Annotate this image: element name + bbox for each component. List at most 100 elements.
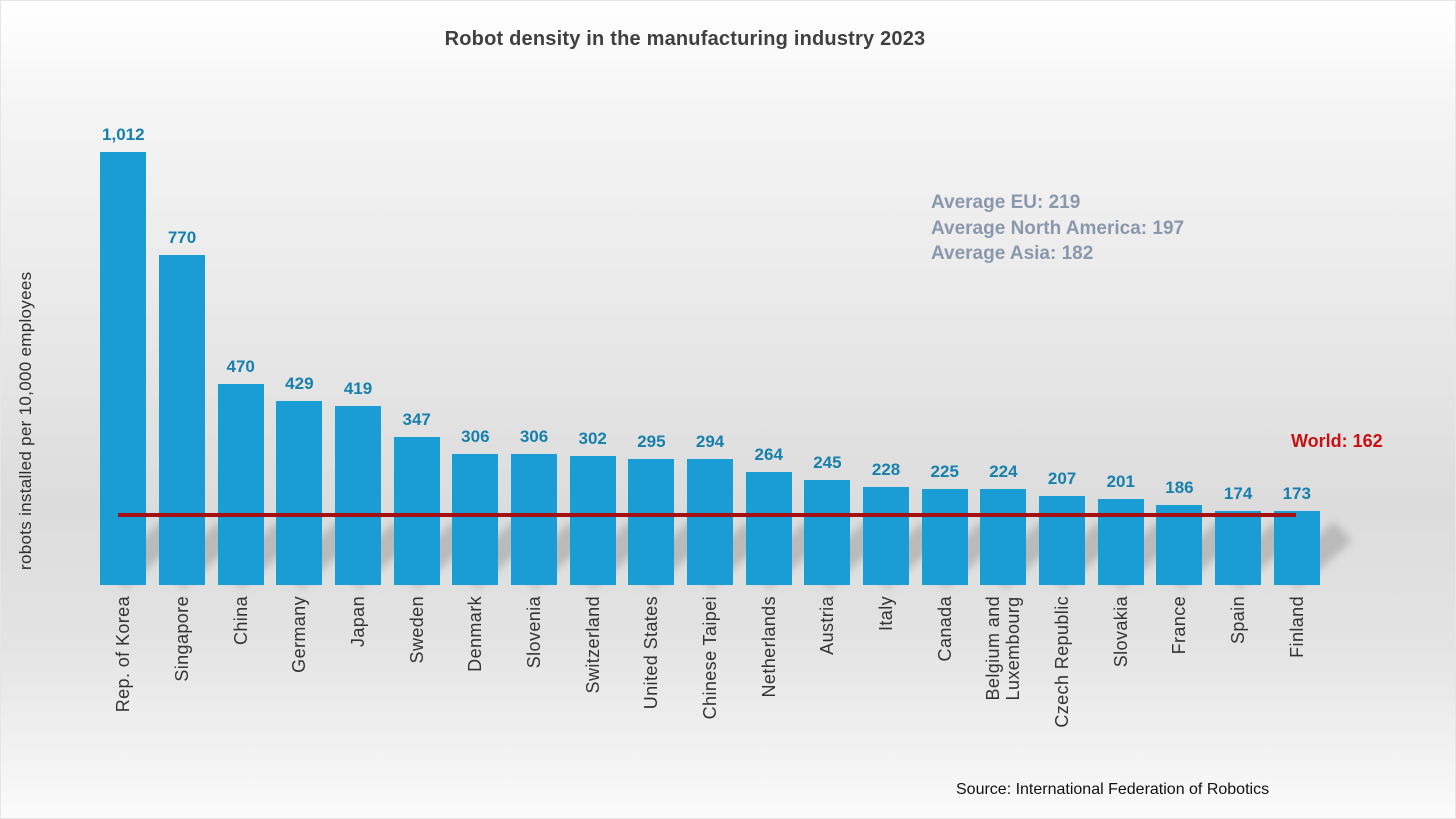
category-label-france: France <box>1169 596 1190 655</box>
category-label-cell-finland: Finland <box>1267 596 1326 781</box>
bar-china <box>217 383 264 585</box>
category-label-cell-chinese-taipei: Chinese Taipei <box>681 596 740 781</box>
category-label-finland: Finland <box>1286 596 1307 658</box>
category-label-china: China <box>230 596 251 646</box>
bar-chinese-taipei <box>687 459 734 585</box>
category-label-cell-netherlands: Netherlands <box>739 596 798 781</box>
bar-value-spain: 174 <box>1223 483 1253 503</box>
bar-value-italy: 228 <box>871 460 901 480</box>
category-label-netherlands: Netherlands <box>758 596 779 698</box>
bar-value-japan: 419 <box>343 378 373 398</box>
category-label-belgium-and-luxembourg: Belgium and Luxembourg <box>983 596 1024 701</box>
y-axis-label: robots installed per 10,000 employees <box>16 271 35 570</box>
bar-belgium-and-luxembourg <box>980 489 1027 585</box>
bar-value-germany: 429 <box>285 374 314 394</box>
category-label-rep-of-korea: Rep. of Korea <box>113 596 134 713</box>
category-label-singapore: Singapore <box>172 596 192 682</box>
world-reference-label: World: 162 <box>1291 431 1383 451</box>
bar-value-united-states: 295 <box>637 431 666 451</box>
category-label-cell-singapore: Singapore <box>153 596 212 781</box>
bar-netherlands <box>745 472 792 585</box>
chart-column-czech-republic: 207 <box>1033 0 1117 589</box>
category-label-czech-republic: Czech Republic <box>1052 596 1073 728</box>
category-label-austria: Austria <box>817 596 838 655</box>
category-label-cell-slovakia: Slovakia <box>1091 596 1150 781</box>
chart-column-belgium-and-luxembourg: 224 <box>974 0 1059 589</box>
category-label-cell-slovenia: Slovenia <box>505 596 564 781</box>
chart-column-united-states: 295 <box>622 0 707 589</box>
bar-slovenia <box>511 454 558 585</box>
bar-czech-republic <box>1039 496 1086 585</box>
category-label-cell-austria: Austria <box>798 596 857 781</box>
category-label-cell-italy: Italy <box>857 596 916 781</box>
chart-column-germany: 429 <box>270 0 355 589</box>
category-label-spain: Spain <box>1228 596 1249 645</box>
bar-value-chinese-taipei: 294 <box>695 432 725 452</box>
category-label-cell-rep-of-korea: Rep. of Korea <box>94 596 153 781</box>
category-label-cell-canada: Canada <box>915 596 974 781</box>
bar-spain <box>1215 510 1262 585</box>
category-label-cell-spain: Spain <box>1209 596 1268 781</box>
bar-value-switzerland: 302 <box>578 428 607 448</box>
bar-rep-of-korea <box>100 151 147 585</box>
average-north-america-label: Average North America: 197 <box>931 217 1185 239</box>
category-label-germany: Germany <box>289 596 310 673</box>
chart-column-france: 186 <box>1150 0 1235 589</box>
bars-area: 1,012 770 470 429 419 347 306 306 302 295 294 264 24… <box>94 0 1352 589</box>
average-eu-label: Average EU: 219 <box>931 192 1081 213</box>
averages-annotation: Average EU: 219 Average North America: 1… <box>931 190 1184 267</box>
bar-value-denmark: 306 <box>461 427 490 446</box>
chart-column-spain: 174 <box>1209 0 1293 589</box>
category-label-cell-sweden: Sweden <box>387 596 446 781</box>
chart-column-china: 470 <box>211 0 296 589</box>
bar-value-singapore: 770 <box>167 228 197 248</box>
bar-value-czech-republic: 207 <box>1047 469 1077 489</box>
bar-value-austria: 245 <box>813 453 842 473</box>
chart-column-sweden: 347 <box>387 0 472 589</box>
bar-value-sweden: 347 <box>402 409 431 429</box>
bar-japan <box>335 405 382 585</box>
bar-value-slovenia: 306 <box>519 427 549 446</box>
category-label-denmark: Denmark <box>465 596 486 672</box>
category-label-cell-japan: Japan <box>329 596 388 781</box>
category-label-slovenia: Slovenia <box>524 596 545 669</box>
category-label-switzerland: Switzerland <box>582 596 603 694</box>
world-reference-line <box>118 513 1296 517</box>
chart-column-rep-of-korea: 1,012 <box>94 0 179 589</box>
bar-slovakia <box>1097 499 1144 585</box>
average-asia-label: Average Asia: 182 <box>931 243 1094 264</box>
bar-value-canada: 225 <box>930 461 959 481</box>
chart-title: Robot density in the manufacturing indus… <box>444 28 926 50</box>
chart-column-denmark: 306 <box>446 0 531 589</box>
category-labels: Rep. of Korea Singapore China Germany Japan S… <box>94 596 1326 781</box>
bar-value-netherlands: 264 <box>754 445 783 464</box>
bar-value-belgium-and-luxembourg: 224 <box>989 462 1018 482</box>
category-label-italy: Italy <box>876 596 897 632</box>
category-label-cell-china: China <box>211 596 270 781</box>
category-label-chinese-taipei: Chinese Taipei <box>700 596 721 720</box>
chart-column-switzerland: 302 <box>563 0 648 589</box>
category-label-united-states: United States <box>641 596 662 710</box>
bar-denmark <box>452 454 499 585</box>
chart-column-netherlands: 264 <box>739 0 824 589</box>
bar-austria <box>804 480 851 585</box>
bar-france <box>1156 505 1203 585</box>
category-label-japan: Japan <box>348 596 369 648</box>
chart-column-austria: 245 <box>798 0 883 589</box>
category-label-cell-belgium-and-luxembourg: Belgium and Luxembourg <box>974 596 1033 781</box>
chart-column-chinese-taipei: 294 <box>681 0 765 589</box>
chart-column-japan: 419 <box>329 0 413 589</box>
category-label-cell-denmark: Denmark <box>446 596 505 781</box>
bar-finland <box>1273 511 1320 585</box>
chart-column-finland: 173 <box>1267 0 1352 589</box>
chart-column-slovenia: 306 <box>505 0 589 589</box>
bar-germany <box>276 401 323 585</box>
category-label-cell-switzerland: Switzerland <box>563 596 622 781</box>
category-label-canada: Canada <box>934 596 955 662</box>
bar-value-slovakia: 201 <box>1106 472 1135 491</box>
chart-column-canada: 225 <box>915 0 1000 589</box>
category-label-slovakia: Slovakia <box>1110 596 1131 668</box>
bar-singapore <box>159 255 205 585</box>
category-label-cell-france: France <box>1150 596 1209 781</box>
bar-value-china: 470 <box>226 356 255 376</box>
